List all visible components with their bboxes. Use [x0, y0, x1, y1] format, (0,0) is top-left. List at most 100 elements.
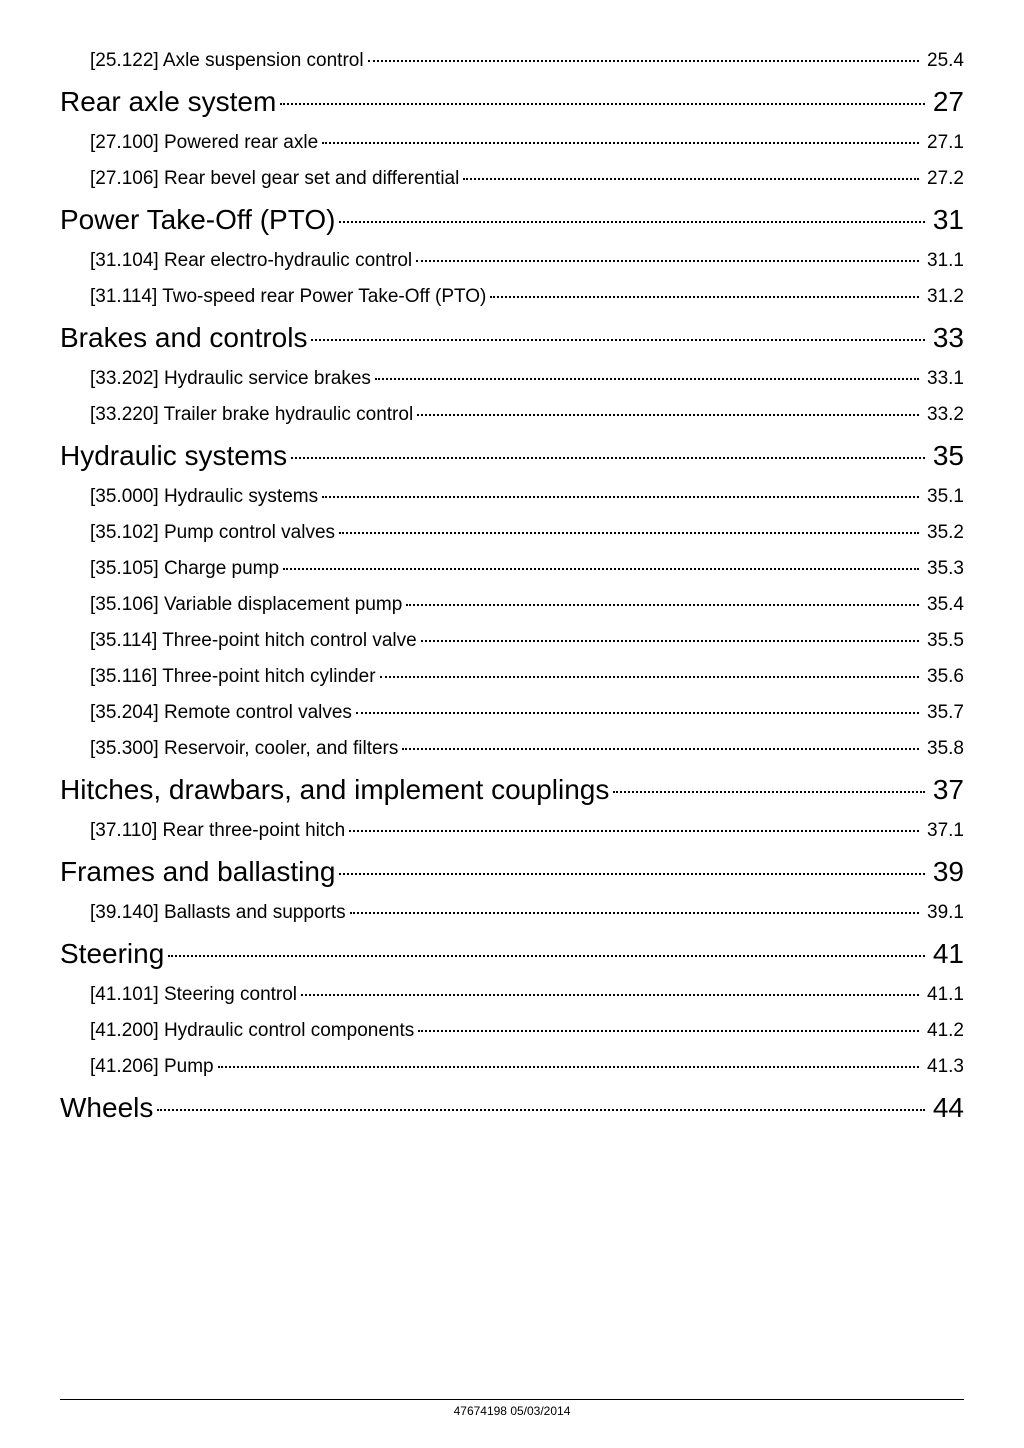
toc-entry-page: 35.6 [923, 666, 964, 688]
toc-leader-dots [339, 873, 924, 875]
toc-entry-label: Brakes and controls [60, 322, 307, 354]
toc-entry-label: [35.105] Charge pump [90, 558, 279, 580]
toc-sub-row: [31.114] Two-speed rear Power Take-Off (… [60, 286, 964, 308]
toc-sub-row: [35.106] Variable displacement pump 35.4 [60, 594, 964, 616]
toc-section-row: Frames and ballasting 39 [60, 856, 964, 888]
toc-sub-row: [35.116] Three-point hitch cylinder35.6 [60, 666, 964, 688]
toc-entry-page: 39 [929, 856, 964, 888]
toc-entry-label: Rear axle system [60, 86, 276, 118]
toc-entry-page: 35.2 [923, 522, 964, 544]
toc-entry-page: 41.1 [923, 984, 964, 1006]
toc-sub-row: [27.106] Rear bevel gear set and differe… [60, 168, 964, 190]
toc-leader-dots [368, 60, 919, 62]
toc-sub-row: [27.100] Powered rear axle 27.1 [60, 132, 964, 154]
toc-entry-page: 25.4 [923, 50, 964, 72]
toc-entry-label: [35.106] Variable displacement pump [90, 594, 402, 616]
toc-entry-label: [35.102] Pump control valves [90, 522, 335, 544]
toc-leader-dots [613, 791, 924, 793]
toc-leader-dots [168, 955, 925, 957]
toc-leader-dots [350, 912, 919, 914]
toc-leader-dots [283, 568, 919, 570]
toc-sub-row: [35.102] Pump control valves 35.2 [60, 522, 964, 544]
toc-entry-label: Steering [60, 938, 164, 970]
toc-leader-dots [339, 221, 924, 223]
toc-sub-row: [35.000] Hydraulic systems 35.1 [60, 486, 964, 508]
toc-entry-label: Power Take-Off (PTO) [60, 204, 335, 236]
toc-leader-dots [301, 994, 919, 996]
toc-entry-label: [41.200] Hydraulic control components [90, 1020, 414, 1042]
toc-sub-row: [39.140] Ballasts and supports 39.1 [60, 902, 964, 924]
toc-entry-page: 35.8 [923, 738, 964, 760]
toc-leader-dots [218, 1066, 919, 1068]
toc-entry-page: 27 [929, 86, 964, 118]
toc-sub-row: [35.105] Charge pump 35.3 [60, 558, 964, 580]
toc-entry-page: 35.5 [923, 630, 964, 652]
toc-leader-dots [280, 103, 925, 105]
toc-leader-dots [490, 296, 919, 298]
toc-entry-label: [27.100] Powered rear axle [90, 132, 318, 154]
toc-entry-page: 31.2 [923, 286, 964, 308]
toc-entry-label: Frames and ballasting [60, 856, 335, 888]
toc-leader-dots [402, 748, 919, 750]
toc-section-row: Rear axle system 27 [60, 86, 964, 118]
toc-sub-row: [35.204] Remote control valves35.7 [60, 702, 964, 724]
table-of-contents: [25.122] Axle suspension control 25.4 Rear… [60, 50, 964, 1389]
toc-leader-dots [356, 712, 919, 714]
toc-sub-row: [37.110] Rear three-point hitch 37.1 [60, 820, 964, 842]
toc-entry-label: [31.114] Two-speed rear Power Take-Off (… [90, 286, 486, 308]
toc-leader-dots [322, 496, 919, 498]
toc-leader-dots [311, 339, 924, 341]
toc-entry-page: 44 [929, 1092, 964, 1124]
toc-entry-label: Hitches, drawbars, and implement couplin… [60, 774, 609, 806]
toc-leader-dots [418, 1030, 919, 1032]
toc-sub-row: [33.220] Trailer brake hydraulic control… [60, 404, 964, 426]
toc-leader-dots [291, 457, 925, 459]
toc-entry-page: 41.2 [923, 1020, 964, 1042]
toc-sub-row: [35.114] Three-point hitch control valve… [60, 630, 964, 652]
toc-sub-row: [35.300] Reservoir, cooler, and filters 3… [60, 738, 964, 760]
toc-entry-label: [33.220] Trailer brake hydraulic control [90, 404, 413, 426]
toc-entry-label: [33.202] Hydraulic service brakes [90, 368, 371, 390]
toc-entry-label: [37.110] Rear three-point hitch [90, 820, 345, 842]
toc-entry-label: [41.206] Pump [90, 1056, 214, 1078]
toc-section-row: Hydraulic systems35 [60, 440, 964, 472]
toc-leader-dots [463, 178, 919, 180]
toc-leader-dots [375, 378, 919, 380]
toc-sub-row: [25.122] Axle suspension control 25.4 [60, 50, 964, 72]
toc-leader-dots [349, 830, 919, 832]
toc-entry-page: 31.1 [923, 250, 964, 272]
toc-entry-label: [41.101] Steering control [90, 984, 297, 1006]
toc-leader-dots [322, 142, 919, 144]
toc-entry-label: [39.140] Ballasts and supports [90, 902, 346, 924]
toc-entry-page: 35.1 [923, 486, 964, 508]
toc-sub-row: [31.104] Rear electro-hydraulic control 3… [60, 250, 964, 272]
toc-entry-page: 35.3 [923, 558, 964, 580]
toc-entry-page: 39.1 [923, 902, 964, 924]
toc-entry-page: 35.4 [923, 594, 964, 616]
toc-entry-page: 31 [929, 204, 964, 236]
toc-entry-label: [35.000] Hydraulic systems [90, 486, 318, 508]
toc-entry-label: [31.104] Rear electro-hydraulic control [90, 250, 412, 272]
toc-sub-row: [41.101] Steering control 41.1 [60, 984, 964, 1006]
toc-entry-page: 27.1 [923, 132, 964, 154]
toc-leader-dots [417, 414, 919, 416]
toc-sub-row: [41.200] Hydraulic control components 41.… [60, 1020, 964, 1042]
toc-entry-page: 27.2 [923, 168, 964, 190]
toc-entry-page: 35.7 [923, 702, 964, 724]
toc-entry-page: 33.2 [923, 404, 964, 426]
toc-entry-page: 37.1 [923, 820, 964, 842]
toc-leader-dots [380, 676, 919, 678]
toc-section-row: Hitches, drawbars, and implement couplin… [60, 774, 964, 806]
toc-entry-label: [35.300] Reservoir, cooler, and filters [90, 738, 398, 760]
page-footer: 47674198 05/03/2014 [60, 1399, 964, 1418]
toc-entry-label: [27.106] Rear bevel gear set and differe… [90, 168, 459, 190]
toc-entry-page: 37 [929, 774, 964, 806]
toc-entry-page: 41 [929, 938, 964, 970]
toc-section-row: Power Take-Off (PTO) 31 [60, 204, 964, 236]
toc-leader-dots [339, 532, 919, 534]
toc-section-row: Wheels44 [60, 1092, 964, 1124]
toc-entry-label: [35.114] Three-point hitch control valve [90, 630, 417, 652]
toc-sub-row: [41.206] Pump41.3 [60, 1056, 964, 1078]
toc-entry-label: Hydraulic systems [60, 440, 287, 472]
toc-entry-label: [25.122] Axle suspension control [90, 50, 364, 72]
